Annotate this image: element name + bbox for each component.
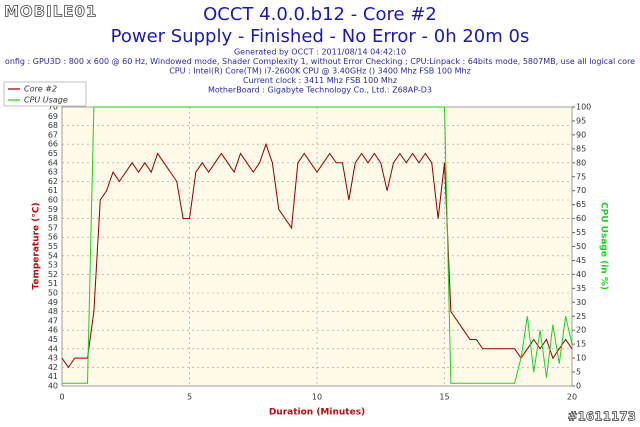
y-tick-label: 58 — [48, 214, 58, 223]
y-tick-label: 61 — [48, 186, 58, 195]
y-tick-label: 56 — [48, 233, 58, 242]
x-axis-label: Duration (Minutes) — [269, 408, 365, 418]
y2-tick-label: 0 — [576, 382, 581, 391]
info-line: Current clock : 3411 Mhz FSB 100 Mhz — [243, 76, 397, 85]
y2-tick-label: 5 — [576, 368, 581, 377]
y2-tick-label: 100 — [576, 103, 591, 112]
y2-tick-label: 70 — [576, 186, 586, 195]
y2-tick-label: 85 — [576, 144, 586, 153]
y2-tick-label: 10 — [576, 354, 586, 363]
info-line: Generated by OCCT : 2011/08/14 04:42:10 — [234, 48, 406, 57]
legend-label: Core #2 — [24, 85, 57, 94]
y2-tick-label: 90 — [576, 130, 586, 139]
y-tick-label: 43 — [48, 354, 58, 363]
x-tick-label: 20 — [567, 393, 577, 402]
y-tick-label: 54 — [48, 251, 58, 260]
y-tick-label: 68 — [48, 121, 58, 130]
image-id: #1611173 — [567, 410, 636, 424]
y2-tick-label: 25 — [576, 312, 586, 321]
info-line: onfig : GPU3D : 800 x 600 @ 60 Hz, Windo… — [5, 57, 635, 66]
y2-tick-label: 35 — [576, 284, 586, 293]
y-tick-label: 49 — [48, 298, 58, 307]
y-tick-label: 45 — [48, 335, 58, 344]
y-tick-label: 63 — [48, 168, 58, 177]
y-tick-label: 47 — [48, 316, 58, 325]
y2-tick-label: 45 — [576, 256, 586, 265]
y-tick-label: 42 — [48, 363, 58, 372]
y-tick-label: 65 — [48, 149, 58, 158]
legend-label: CPU Usage — [24, 96, 68, 105]
y-tick-label: 60 — [48, 196, 58, 205]
y-tick-label: 46 — [48, 326, 58, 335]
y2-tick-label: 20 — [576, 326, 586, 335]
data-line — [62, 106, 573, 384]
y-tick-label: 51 — [48, 279, 58, 288]
watermark: MOBILE01 — [4, 3, 97, 21]
legend-box — [3, 81, 87, 107]
y-tick-label: 53 — [48, 261, 58, 270]
chart-subtitle: Power Supply - Finished - No Error - 0h … — [111, 26, 530, 47]
x-tick-label: 0 — [59, 393, 64, 402]
y-tick-label: 55 — [48, 242, 58, 251]
y-tick-label: 64 — [48, 158, 58, 167]
y-tick-label: 50 — [48, 289, 58, 298]
y2-tick-label: 50 — [576, 242, 586, 251]
x-tick-label: 15 — [439, 393, 449, 402]
y2-tick-label: 40 — [576, 270, 586, 279]
y2-tick-label: 30 — [576, 298, 586, 307]
y-tick-label: 69 — [48, 112, 58, 121]
data-line — [61, 142, 573, 369]
info-line: CPU : Intel(R) Core(TM) i7-2600K CPU @ 3… — [169, 67, 471, 76]
y2-axis-label: CPU Usage (in %) — [599, 202, 609, 290]
y2-tick-label: 60 — [576, 214, 586, 223]
y-tick-label: 44 — [48, 344, 58, 353]
y-tick-label: 40 — [48, 382, 58, 391]
x-tick-label: 10 — [312, 393, 322, 402]
y-tick-label: 52 — [48, 270, 58, 279]
chart-title: OCCT 4.0.0.b12 - Core #2 — [203, 4, 437, 25]
y2-tick-label: 65 — [576, 200, 586, 209]
y-tick-label: 57 — [48, 223, 58, 232]
y-tick-label: 59 — [48, 205, 58, 214]
y-tick-label: 48 — [48, 307, 58, 316]
y-tick-label: 67 — [48, 130, 58, 139]
y-axis-label: Temperature (°C) — [32, 202, 42, 289]
y-tick-label: 70 — [48, 103, 58, 112]
info-line: MotherBoard : Gigabyte Technology Co., L… — [208, 86, 432, 95]
y2-tick-label: 80 — [576, 158, 586, 167]
y2-tick-label: 55 — [576, 228, 586, 237]
y2-tick-label: 95 — [576, 116, 586, 125]
x-tick-label: 5 — [187, 393, 192, 402]
y-tick-label: 41 — [48, 372, 58, 381]
y-tick-label: 66 — [48, 140, 58, 149]
y2-tick-label: 75 — [576, 172, 586, 181]
y-tick-label: 62 — [48, 177, 58, 186]
y2-tick-label: 15 — [576, 340, 586, 349]
